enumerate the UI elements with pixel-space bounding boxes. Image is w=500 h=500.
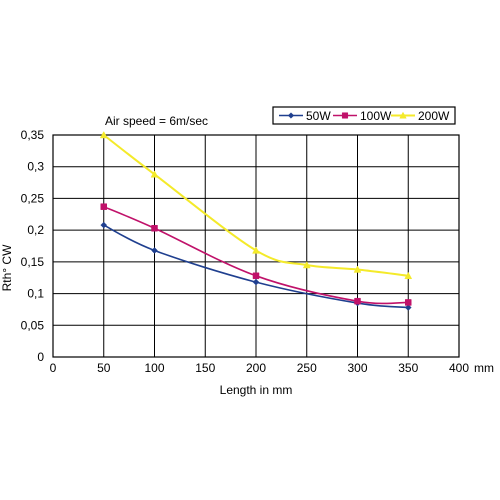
x-axis-label: Length in mm [220,383,293,397]
y-tick-label: 0,35 [21,128,45,142]
data-point-100W-1 [151,224,158,232]
legend-marker-50W [287,112,295,119]
y-axis-label: Rth° CW [0,244,14,291]
x-tick-label: 250 [297,361,317,375]
data-point-50W-1 [151,247,158,254]
plot-area-border [52,134,460,358]
x-tick-label: 400 [449,361,469,375]
legend-marker-100W [341,112,349,119]
data-point-200W-3 [302,261,311,269]
legend-marker-200W [399,111,407,119]
legend-box [272,106,456,125]
y-tick-label: 0,2 [27,223,44,237]
y-tick-label: 0,05 [21,318,45,332]
x-tick-label: 100 [144,361,164,375]
data-point-100W-3 [354,297,361,305]
data-point-50W-4 [404,304,412,311]
y-tick-label: 0,15 [21,255,45,269]
data-point-100W-2 [252,272,260,280]
data-point-50W-0 [100,221,108,229]
data-point-50W-2 [252,278,260,286]
data-point-100W-0 [100,203,107,210]
x-axis-unit-label: mm [474,361,494,375]
x-tick-label: 150 [195,361,215,375]
data-point-200W-0 [99,130,108,139]
data-point-100W-4 [405,299,412,306]
data-point-200W-1 [150,170,159,178]
data-point-200W-5 [404,271,413,280]
x-tick-label: 350 [398,361,418,375]
y-tick-label: 0,3 [27,160,44,174]
data-point-200W-4 [353,265,362,273]
legend-label-100W: 100W [360,109,392,123]
air-speed-annotation: Air speed = 6m/sec [105,114,208,128]
x-tick-label: 300 [347,361,367,375]
legend-label-200W: 200W [418,109,450,123]
y-tick-label: 0,1 [27,287,44,301]
y-tick-label: 0,25 [21,191,45,205]
y-tick-label: 0 [37,350,44,364]
x-tick-label: 200 [246,361,266,375]
legend-label-50W: 50W [306,109,331,123]
x-tick-label: 50 [97,361,111,375]
x-tick-label: 0 [50,361,57,375]
data-point-200W-2 [252,246,260,254]
